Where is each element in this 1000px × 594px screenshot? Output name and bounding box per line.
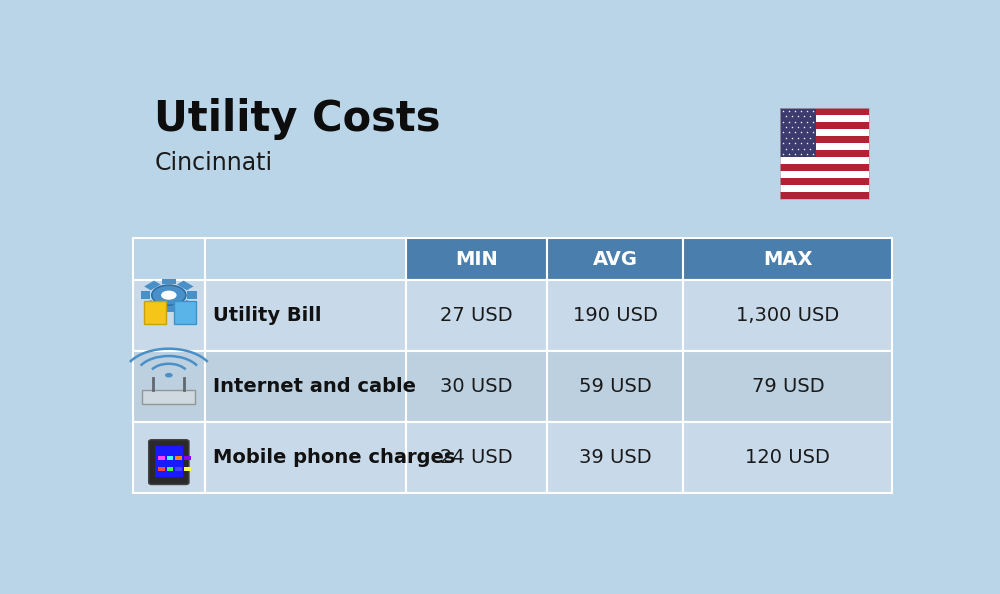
Bar: [205, 422, 406, 493]
Bar: [174, 301, 196, 324]
Text: Mobile phone charges: Mobile phone charges: [213, 448, 455, 467]
Bar: [547, 351, 683, 422]
Bar: [780, 192, 869, 200]
Bar: [205, 280, 406, 351]
Bar: [683, 280, 892, 351]
Bar: [780, 150, 869, 157]
Bar: [683, 422, 892, 493]
Bar: [205, 351, 406, 422]
Circle shape: [165, 373, 173, 378]
FancyBboxPatch shape: [149, 440, 189, 485]
Bar: [187, 291, 197, 299]
Bar: [133, 422, 205, 493]
Bar: [177, 300, 193, 309]
Bar: [205, 238, 406, 280]
Bar: [184, 467, 191, 471]
Bar: [142, 390, 195, 404]
Bar: [162, 306, 176, 312]
Bar: [177, 280, 193, 290]
Bar: [780, 143, 869, 150]
Text: MAX: MAX: [763, 249, 813, 268]
Bar: [144, 301, 166, 324]
Text: 24 USD: 24 USD: [440, 448, 513, 467]
Bar: [406, 351, 547, 422]
Bar: [780, 108, 869, 115]
Circle shape: [152, 285, 186, 305]
Text: Internet and cable: Internet and cable: [213, 377, 416, 396]
Bar: [144, 300, 161, 309]
Bar: [133, 238, 205, 280]
Bar: [167, 467, 173, 471]
Bar: [780, 129, 869, 136]
Bar: [184, 456, 191, 460]
Bar: [780, 178, 869, 185]
Bar: [780, 115, 869, 122]
Text: Utility Bill: Utility Bill: [213, 307, 321, 326]
Bar: [780, 108, 816, 157]
Bar: [133, 351, 205, 422]
Text: 39 USD: 39 USD: [579, 448, 651, 467]
Bar: [175, 456, 182, 460]
Bar: [780, 164, 869, 171]
Circle shape: [161, 290, 177, 300]
Bar: [155, 446, 183, 477]
Text: 27 USD: 27 USD: [440, 307, 513, 326]
Text: 79 USD: 79 USD: [752, 377, 824, 396]
Bar: [175, 467, 182, 471]
Bar: [780, 171, 869, 178]
Text: 1,300 USD: 1,300 USD: [736, 307, 839, 326]
Text: 59 USD: 59 USD: [579, 377, 651, 396]
Bar: [780, 157, 869, 164]
Bar: [406, 238, 547, 280]
Bar: [141, 291, 150, 299]
Bar: [547, 238, 683, 280]
Bar: [780, 122, 869, 129]
Bar: [547, 422, 683, 493]
Text: 120 USD: 120 USD: [745, 448, 830, 467]
Text: Cincinnati: Cincinnati: [154, 151, 273, 175]
Bar: [780, 108, 869, 200]
Bar: [683, 238, 892, 280]
Bar: [547, 280, 683, 351]
Bar: [158, 467, 165, 471]
Text: 190 USD: 190 USD: [573, 307, 657, 326]
Bar: [406, 280, 547, 351]
Bar: [133, 280, 205, 351]
Bar: [683, 351, 892, 422]
Bar: [406, 422, 547, 493]
Text: AVG: AVG: [593, 249, 638, 268]
Bar: [167, 456, 173, 460]
Text: Utility Costs: Utility Costs: [154, 98, 441, 140]
Bar: [162, 279, 176, 284]
Bar: [780, 136, 869, 143]
Text: 30 USD: 30 USD: [440, 377, 513, 396]
Bar: [144, 280, 161, 290]
Text: MIN: MIN: [455, 249, 498, 268]
Bar: [158, 456, 165, 460]
Bar: [780, 185, 869, 192]
